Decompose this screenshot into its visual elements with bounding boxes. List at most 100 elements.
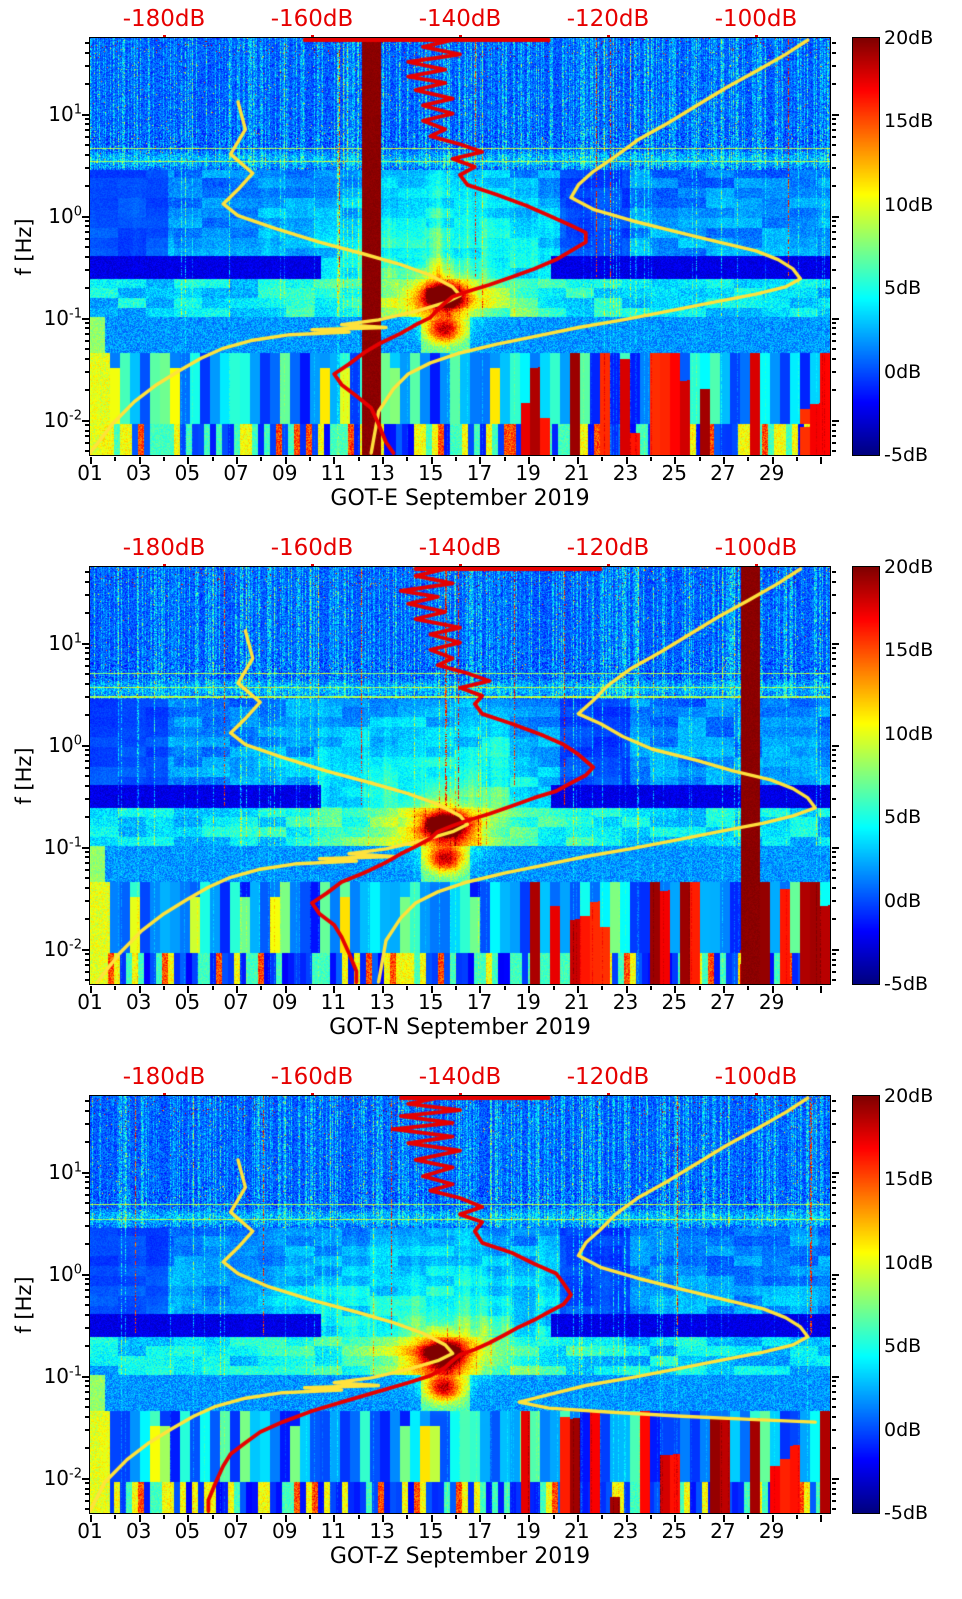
x-tick-mark <box>211 457 214 461</box>
y-tick-mark <box>85 370 89 373</box>
y-tick-mark <box>832 1273 839 1276</box>
x-tick-mark <box>357 1515 360 1519</box>
x-tick-mark <box>576 1515 579 1522</box>
y-tick-mark <box>85 683 89 686</box>
x-tick-label: 11 <box>320 461 347 485</box>
y-tick-mark <box>832 917 836 920</box>
colorbar <box>852 566 880 985</box>
x-tick-mark <box>479 457 482 464</box>
y-tick-mark <box>832 1181 836 1184</box>
x-tick-mark <box>601 457 604 461</box>
x-tick-mark <box>114 1515 117 1519</box>
y-tick-mark <box>832 388 836 391</box>
x-tick-mark <box>163 1515 166 1519</box>
y-tick-mark <box>85 695 89 698</box>
x-tick-mark <box>771 457 774 464</box>
y-tick-mark <box>85 1242 89 1245</box>
y-tick-mark <box>85 1508 89 1511</box>
y-tick-mark <box>832 1428 836 1431</box>
x-tick-label: 23 <box>612 461 639 485</box>
x-tick-label: 09 <box>272 461 298 485</box>
x-tick-mark <box>90 457 92 464</box>
x-tick-label: 17 <box>466 990 493 1014</box>
y-tick-mark <box>832 1416 836 1419</box>
top-axis-label: -180dB <box>122 6 206 32</box>
y-tick-mark <box>832 118 836 121</box>
x-tick-mark <box>260 986 263 990</box>
x-tick-mark <box>552 457 555 461</box>
y-tick-mark <box>832 340 836 343</box>
y-tick-mark <box>832 424 836 427</box>
y-tick-mark <box>832 683 836 686</box>
colorbar-tick-label: 5dB <box>884 806 922 829</box>
y-tick-mark <box>85 652 89 655</box>
y-tick-mark <box>82 419 89 422</box>
y-tick-mark <box>85 1344 89 1347</box>
y-tick-label: 100 <box>48 732 82 757</box>
x-tick-mark <box>674 457 677 464</box>
top-axis-label: -160dB <box>270 1064 354 1090</box>
x-tick-mark <box>698 986 701 990</box>
y-tick-mark <box>832 1508 836 1511</box>
y-tick-mark <box>85 1194 89 1197</box>
y-tick-mark <box>85 129 89 132</box>
y-tick-mark <box>832 899 836 902</box>
x-tick-mark <box>163 986 166 990</box>
colorbar-tick-label: 0dB <box>884 1418 922 1441</box>
x-tick-mark <box>601 1515 604 1519</box>
y-tick-mark <box>832 268 836 271</box>
y-tick-mark <box>832 215 839 218</box>
y-tick-mark <box>85 1187 89 1190</box>
y-tick-mark <box>82 215 89 218</box>
y-tick-mark <box>82 846 89 849</box>
y-tick-mark <box>85 1416 89 1419</box>
y-tick-mark <box>832 744 839 747</box>
y-tick-mark <box>85 52 89 55</box>
x-tick-mark <box>528 986 531 993</box>
top-axis-label: -140dB <box>418 1064 502 1090</box>
y-tick-mark <box>832 238 836 241</box>
y-tick-mark <box>85 238 89 241</box>
top-axis-label: -120dB <box>566 535 650 561</box>
x-tick-label: 21 <box>564 990 590 1014</box>
x-tick-mark <box>625 986 628 993</box>
y-tick-mark <box>85 358 89 361</box>
x-tick-mark <box>649 986 652 990</box>
y-tick-mark <box>82 1375 89 1378</box>
y-tick-mark <box>82 113 89 116</box>
x-tick-mark <box>138 457 141 464</box>
y-tick-mark <box>85 1493 89 1496</box>
x-tick-mark <box>114 457 117 461</box>
x-tick-mark <box>309 457 312 461</box>
y-tick-mark <box>82 948 89 951</box>
x-tick-mark <box>455 986 458 990</box>
y-tick-mark <box>85 450 89 453</box>
y-tick-mark <box>85 713 89 716</box>
x-tick-mark <box>455 1515 458 1519</box>
y-tick-mark <box>82 744 89 747</box>
x-tick-mark <box>284 986 287 993</box>
y-tick-mark <box>85 815 89 818</box>
y-tick-mark <box>85 754 89 757</box>
y-tick-mark <box>832 611 836 614</box>
x-tick-mark <box>138 1515 141 1522</box>
y-tick-mark <box>832 767 836 770</box>
y-tick-mark <box>832 856 836 859</box>
y-tick-mark <box>85 1283 89 1286</box>
y-tick-mark <box>832 695 836 698</box>
top-axis-label: -140dB <box>418 6 502 32</box>
spectrogram-panel-got-z: -180dB -160dB -140dB -120dB -100dB f [Hz] 101 1… <box>0 1058 962 1587</box>
y-tick-mark <box>85 184 89 187</box>
x-tick-mark <box>479 1515 482 1522</box>
x-tick-mark <box>236 1515 239 1522</box>
colorbar-tick-label: 0dB <box>884 889 922 912</box>
x-tick-mark <box>747 986 750 990</box>
top-axis-label: -100dB <box>714 1064 798 1090</box>
y-tick-mark <box>85 1122 89 1125</box>
x-tick-label: 19 <box>515 990 541 1014</box>
y-tick-mark <box>832 1326 836 1329</box>
y-tick-mark <box>832 1477 839 1480</box>
x-tick-mark <box>576 457 579 464</box>
x-tick-label: 15 <box>418 990 444 1014</box>
y-tick-mark <box>85 917 89 920</box>
